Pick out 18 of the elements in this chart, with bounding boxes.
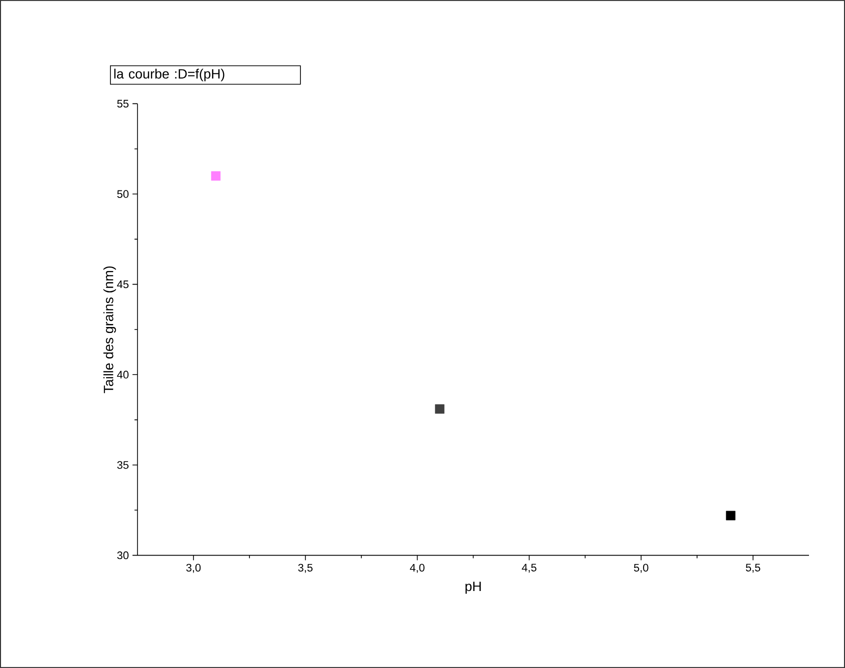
x-tick-label: 4,5 [522, 564, 536, 573]
point [726, 510, 736, 520]
x-tick-label: 5,5 [746, 564, 760, 573]
y-tick-label: 45 [117, 280, 129, 288]
y-tick-label: 55 [117, 100, 129, 108]
y-tick-label: 30 [117, 551, 129, 560]
y-axis-title: Taille des grains (nm) [103, 266, 116, 394]
point [434, 404, 444, 414]
x-axis-title: pH [466, 582, 481, 594]
y-tick-label: 40 [117, 370, 129, 379]
x-tick-label: 4,0 [410, 564, 424, 573]
point [211, 171, 221, 181]
x-tick-label: 3,0 [186, 564, 201, 573]
chart-title: la courbe :D=f(pH) [114, 68, 224, 82]
y-tick-label: 35 [117, 461, 129, 469]
x-tick-label: 3,5 [298, 564, 313, 573]
x-tick-label: 5,0 [634, 564, 648, 573]
y-tick-label: 50 [117, 190, 129, 198]
